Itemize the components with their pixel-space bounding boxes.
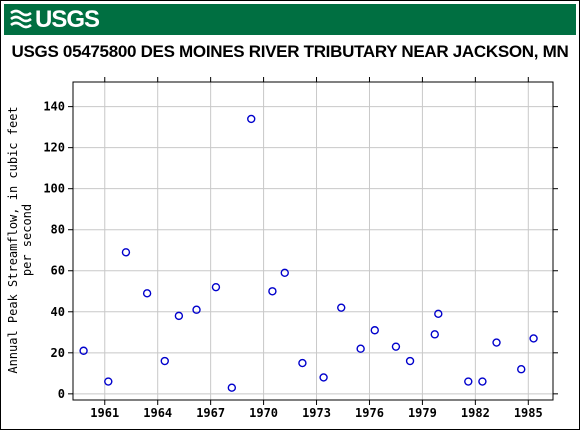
x-tick-label: 1982 xyxy=(461,406,490,420)
data-point[interactable] xyxy=(517,365,526,374)
data-point[interactable] xyxy=(434,309,443,319)
y-axis-label-line1: Annual Peak Streamflow, in cubic feet xyxy=(6,106,20,373)
y-tick-label: 20 xyxy=(51,346,65,360)
data-point[interactable] xyxy=(268,287,277,296)
data-points xyxy=(79,114,538,392)
data-point[interactable] xyxy=(227,383,237,392)
grid xyxy=(73,82,553,400)
data-point[interactable] xyxy=(405,356,415,366)
y-tick-label: 140 xyxy=(43,100,65,114)
data-point[interactable] xyxy=(298,358,307,368)
x-tick-label: 1967 xyxy=(196,406,225,420)
data-point[interactable] xyxy=(391,342,401,351)
data-point[interactable] xyxy=(337,303,346,312)
x-tick-label: 1961 xyxy=(90,406,119,420)
usgs-wave-icon xyxy=(10,9,32,28)
data-point[interactable] xyxy=(247,114,256,124)
usgs-logo[interactable]: USGS xyxy=(10,6,100,33)
y-tick-label: 100 xyxy=(43,182,65,196)
x-tick-label: 1979 xyxy=(408,406,437,420)
data-point[interactable] xyxy=(79,346,88,355)
y-tick-label: 60 xyxy=(51,264,65,278)
x-tick-label: 1976 xyxy=(355,406,384,420)
data-point[interactable] xyxy=(142,289,152,298)
plot-area xyxy=(72,81,554,401)
data-point[interactable] xyxy=(430,330,439,339)
x-tick-label: 1964 xyxy=(143,406,172,420)
usgs-logo-text: USGS xyxy=(35,6,100,33)
x-tick-label: 1970 xyxy=(249,406,278,420)
y-axis-label-line2: per second xyxy=(20,204,34,276)
data-point[interactable] xyxy=(104,377,113,386)
tick-labels: 0 20 40 60 80 100 120 140 1961 1964 1967 1970 1973 19… xyxy=(43,100,542,420)
y-tick-label: 120 xyxy=(43,141,65,155)
data-point[interactable] xyxy=(211,282,221,292)
data-point[interactable] xyxy=(370,326,379,335)
data-point[interactable] xyxy=(529,334,538,343)
data-point[interactable] xyxy=(356,344,365,353)
y-tick-label: 40 xyxy=(51,305,65,319)
data-point[interactable] xyxy=(121,248,131,257)
data-point[interactable] xyxy=(280,268,289,277)
y-tick-label: 0 xyxy=(58,387,65,401)
data-point[interactable] xyxy=(478,377,487,386)
data-point[interactable] xyxy=(192,305,201,314)
usgs-banner: USGS xyxy=(4,4,576,35)
x-tick-label: 1985 xyxy=(514,406,543,420)
data-point[interactable] xyxy=(492,338,501,347)
chart-title: USGS 05475800 DES MOINES RIVER TRIBUTARY… xyxy=(11,42,569,61)
y-tick-label: 80 xyxy=(51,223,65,237)
data-point[interactable] xyxy=(464,377,473,386)
x-tick-label: 1973 xyxy=(302,406,331,420)
data-point[interactable] xyxy=(174,311,184,321)
axis-ticks xyxy=(68,77,558,405)
data-point[interactable] xyxy=(319,373,328,382)
data-point[interactable] xyxy=(160,356,169,366)
